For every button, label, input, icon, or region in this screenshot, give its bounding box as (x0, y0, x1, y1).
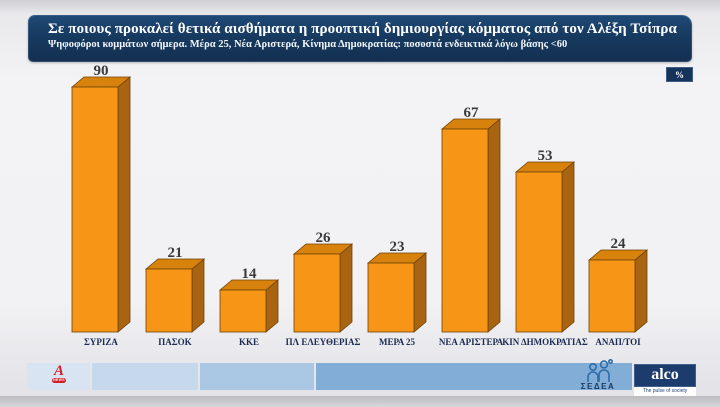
bar-side-face (561, 161, 575, 333)
bar-front-face (219, 289, 267, 333)
bar-category-label: ΣΥΡΙΖΑ (84, 337, 118, 347)
bar-group-0: 90 ΣΥΡΙΖΑ (70, 63, 132, 347)
bar-front-face (515, 171, 563, 333)
bar-category-label: ΚΙΝ ΔΗΜΟΚΡΑΤΙΑΣ (502, 337, 588, 347)
alpha-news-logo: Α NEWS (47, 364, 71, 389)
bar-side-face (634, 249, 648, 333)
bar-front-face (441, 128, 489, 333)
bar-front-face (293, 253, 341, 333)
bar-side-face (339, 243, 353, 333)
bar-category-label: ΜΕΡΑ 25 (379, 337, 415, 347)
footer-segment-3 (200, 363, 314, 390)
bar-front-face (588, 259, 636, 333)
alco-tagline: The pulse of society (634, 387, 696, 396)
bar-category-label: ΚΚΕ (239, 337, 259, 347)
sedea-logo: ΣΕΔΕΑ (566, 359, 630, 393)
bottom-gray-band (0, 396, 720, 407)
alco-logo: alco The pulse of society (634, 364, 696, 396)
percent-badge: % (666, 67, 693, 82)
bar-front-face (145, 268, 193, 333)
bar-group-4: 23 ΜΕΡΑ 25 (366, 239, 428, 347)
bar-group-2: 14 ΚΚΕ (218, 266, 280, 347)
bar-value-label: 14 (242, 266, 258, 282)
bar-value-label: 23 (390, 239, 405, 255)
bar-side-face (117, 76, 131, 333)
footer-segment-4 (316, 363, 632, 390)
bar-side-face (191, 258, 205, 333)
bar-value-label: 21 (168, 245, 183, 261)
bar-group-3: 26 ΠΛ ΕΛΕΥΘΕΡΙΑΣ (286, 230, 361, 347)
sedea-label: ΣΕΔΕΑ (580, 382, 616, 391)
bar-category-label: ΝΕΑ ΑΡΙΣΤΕΡΑ (439, 337, 504, 347)
bar-value-label: 67 (464, 105, 480, 121)
bar-group-6: 53 ΚΙΝ ΔΗΜΟΚΡΑΤΙΑΣ (502, 148, 588, 347)
header-panel: Σε ποιους προκαλεί θετικά αισθήματα η πρ… (28, 15, 692, 62)
chart-subtitle: Ψηφοφόροι κομμάτων σήμερα. Μέρα 25, Νέα … (48, 39, 568, 50)
alco-wordmark: alco (634, 364, 696, 387)
alpha-letter: Α (53, 363, 64, 379)
alpha-news-pill: NEWS (52, 378, 66, 383)
bar-front-face (367, 262, 415, 333)
bar-group-1: 21 ΠΑΣΟΚ (144, 245, 206, 347)
bar-side-face (487, 118, 501, 333)
bar-value-label: 26 (316, 230, 332, 246)
bar-value-label: 90 (94, 63, 109, 79)
bar-category-label: ΠΛ ΕΛΕΥΘΕΡΙΑΣ (286, 337, 361, 347)
bar-value-label: 53 (538, 148, 553, 164)
bar-category-label: ΠΑΣΟΚ (158, 337, 191, 347)
sedea-people-icon (587, 359, 613, 382)
bar-group-7: 24 ΑΝΑΠ/ΤΟΙ (587, 236, 649, 347)
bar-group-5: 67 ΝΕΑ ΑΡΙΣΤΕΡΑ (439, 105, 504, 347)
chart-title: Σε ποιους προκαλεί θετικά αισθήματα η πρ… (48, 21, 678, 37)
bar-side-face (413, 252, 427, 333)
bar-category-label: ΑΝΑΠ/ΤΟΙ (595, 337, 641, 347)
footer-segment-2 (92, 363, 198, 390)
footer-segment-1 (27, 363, 90, 390)
bar-value-label: 24 (611, 236, 627, 252)
bar-front-face (71, 86, 119, 333)
